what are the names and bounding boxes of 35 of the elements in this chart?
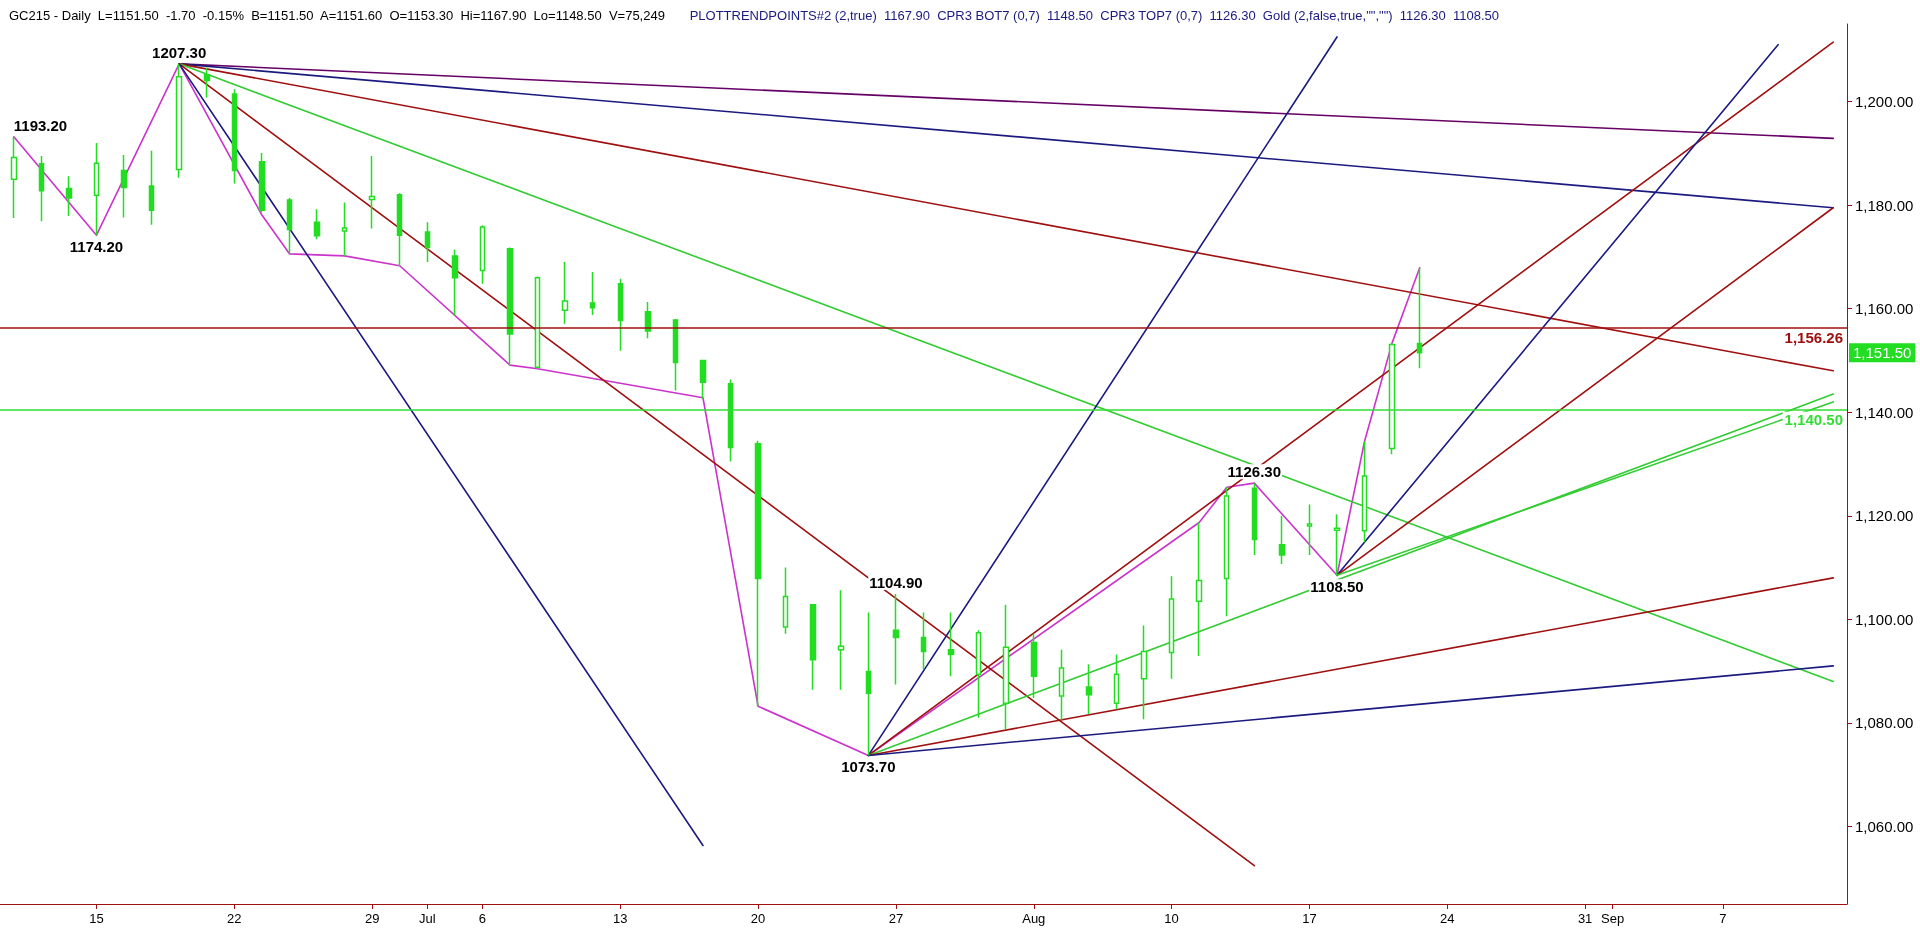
chart-title: GC215 - Daily L=1151.50 -1.70 -0.15% B=1151.50 A=1151.60 O=1153.30 Hi=1167.90 Lo=1148.50 V=75,249 <box>9 8 665 23</box>
annotation: 1104.90 <box>869 573 923 591</box>
y-tick-label: 1,080.00 <box>1855 714 1914 732</box>
annotation: 1126.30 <box>1227 463 1282 481</box>
ref-line-label: 1,140.50 <box>1784 410 1843 428</box>
x-tick-label: 22 <box>227 911 242 926</box>
x-tick-label: 29 <box>364 911 380 926</box>
x-tick-label: 10 <box>1164 911 1179 926</box>
x-tick-label: 27 <box>888 911 904 926</box>
x-tick-label: Sep <box>1601 911 1625 926</box>
x-tick-label: 24 <box>1440 911 1455 926</box>
x-tick-label: 7 <box>1719 911 1727 926</box>
y-tick-label: 1,140.00 <box>1855 403 1914 421</box>
annotation: 1193.20 <box>13 116 68 134</box>
x-tick-label: Jul <box>418 911 436 926</box>
annotation: 1207.30 <box>152 43 207 61</box>
ref-line-label: 1,156.26 <box>1784 329 1843 347</box>
x-tick-label: 6 <box>478 911 487 926</box>
x-tick-label: 13 <box>613 911 628 926</box>
x-tick-label: 31 <box>1577 911 1593 926</box>
text: 1,151.50 <box>1853 344 1912 362</box>
y-tick-label: 1,180.00 <box>1855 196 1914 214</box>
y-tick-label: 1,060.00 <box>1855 817 1914 835</box>
y-tick-label: 1,160.00 <box>1855 300 1914 318</box>
x-tick-label: 15 <box>89 911 104 926</box>
y-tick-label: 1,200.00 <box>1855 93 1914 111</box>
y-tick-label: 1,120.00 <box>1855 507 1914 525</box>
chart-subtitle: PLOTTRENDPOINTS#2 (2,true) 1167.90 CPR3 BOT7 (0,7) 1148.50 CPR3 TOP7 (0,7) 1126.30 Gold (2,false,true,"","") 1126.30 1108.50 <box>689 8 1500 23</box>
annotation: 1073.70 <box>841 758 896 776</box>
x-tick-label: 20 <box>750 911 766 926</box>
y-tick-label: 1,100.00 <box>1855 610 1914 628</box>
x-tick-label: 17 <box>1302 911 1317 926</box>
annotation: 1108.50 <box>1310 578 1364 596</box>
x-tick-label: Aug <box>1022 911 1046 926</box>
annotation: 1174.20 <box>69 238 124 256</box>
